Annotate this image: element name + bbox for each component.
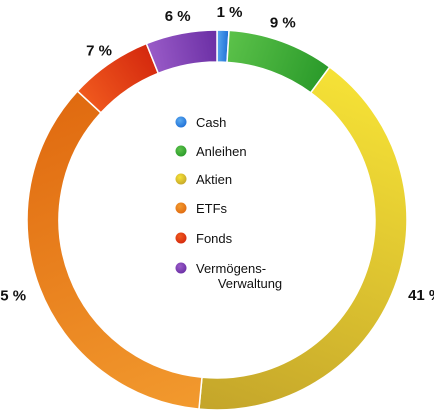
- legend-item-etfs: ETFs: [175, 201, 228, 216]
- legend-label-anleihen: Anleihen: [196, 144, 247, 159]
- value-label-anleihen: 9 %: [270, 15, 296, 32]
- legend-swatch-verm-gens-verwaltung: [175, 262, 187, 274]
- legend-swatch-anleihen: [175, 145, 187, 157]
- legend-swatch-aktien: [175, 173, 187, 185]
- slice-verm-gens-verwaltung: [145, 29, 218, 75]
- legend-item-anleihen: Anleihen: [175, 144, 247, 159]
- slice-etfs: [26, 90, 203, 410]
- legend-item-cash: Cash: [175, 115, 226, 130]
- legend-label-verm-gens-verwaltung-line-1: Vermögens-: [196, 261, 266, 276]
- legend-label-etfs: ETFs: [196, 201, 228, 216]
- value-label-verm-gens-verwaltung: 6 %: [165, 8, 191, 25]
- legend-swatch-etfs: [175, 202, 187, 214]
- value-label-fonds: 7 %: [86, 43, 112, 60]
- legend-item-aktien: Aktien: [175, 172, 232, 187]
- value-label-aktien: 41 %: [408, 287, 434, 304]
- legend-label-verm-gens-verwaltung-line-2: Verwaltung: [218, 276, 282, 291]
- legend-label-fonds: Fonds: [196, 231, 233, 246]
- legend: Cash Anleihen Aktien ETFs Fonds Vermögens-Ver…: [175, 115, 282, 291]
- legend-label-cash: Cash: [196, 115, 226, 130]
- legend-item-verm-gens-verwaltung: Vermögens-Verwaltung: [175, 261, 282, 291]
- value-label-cash: 1 %: [217, 4, 243, 21]
- legend-swatch-fonds: [175, 232, 187, 244]
- legend-item-fonds: Fonds: [175, 231, 233, 246]
- legend-label-aktien: Aktien: [196, 172, 232, 187]
- legend-swatch-cash: [175, 116, 187, 128]
- slice-anleihen: [226, 29, 331, 94]
- value-label-etfs: 35 %: [0, 288, 26, 305]
